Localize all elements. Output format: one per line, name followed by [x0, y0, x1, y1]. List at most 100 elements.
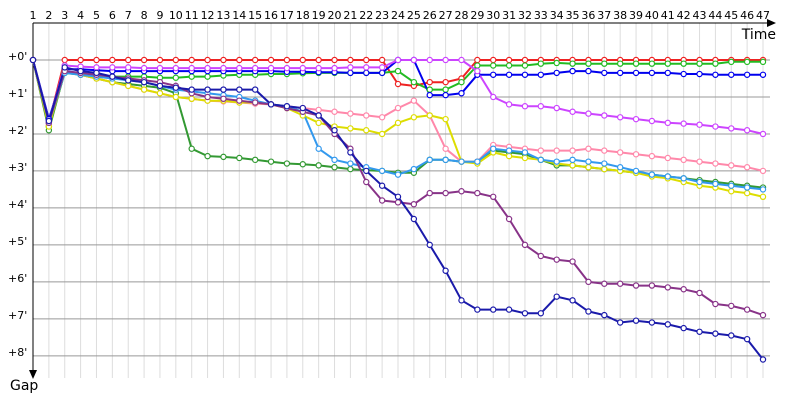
- data-point: [299, 56, 306, 64]
- x-tick-label: 15: [248, 9, 262, 22]
- data-point: [77, 67, 84, 75]
- data-point: [664, 154, 671, 162]
- y-tick-label: +5': [8, 235, 27, 248]
- x-tick-label: 35: [566, 9, 580, 22]
- data-point: [125, 56, 132, 64]
- data-point: [616, 69, 624, 77]
- data-point: [347, 160, 354, 167]
- data-point: [61, 64, 68, 71]
- data-point: [490, 71, 497, 78]
- data-point: [156, 64, 164, 72]
- data-point: [616, 114, 624, 121]
- data-point: [347, 110, 354, 117]
- data-point: [728, 302, 735, 310]
- data-point: [363, 112, 370, 119]
- data-point: [601, 160, 608, 167]
- data-point: [251, 64, 259, 72]
- data-point: [728, 182, 735, 189]
- data-point: [172, 56, 180, 64]
- x-tick-label: 28: [454, 9, 468, 22]
- data-point: [172, 64, 180, 72]
- data-point: [728, 71, 735, 78]
- y-tick-label: +8': [8, 346, 27, 359]
- data-point: [220, 56, 227, 64]
- data-point: [125, 82, 132, 90]
- data-point: [299, 64, 306, 72]
- data-point: [458, 188, 465, 195]
- y-tick-label: +4': [8, 198, 27, 211]
- data-point: [505, 215, 513, 223]
- data-point: [743, 164, 751, 171]
- data-point: [601, 280, 608, 287]
- data-point: [378, 56, 386, 64]
- data-point: [410, 215, 418, 223]
- data-point: [521, 241, 529, 249]
- x-tick-label: 42: [677, 9, 691, 22]
- x-tick-label: 36: [581, 9, 595, 22]
- data-point: [601, 311, 608, 319]
- data-point: [394, 171, 402, 178]
- data-point: [743, 306, 751, 313]
- y-tick-label: +1': [8, 87, 27, 100]
- data-point: [251, 56, 259, 64]
- data-point: [553, 158, 560, 165]
- data-point: [410, 165, 418, 173]
- data-point: [315, 162, 322, 169]
- data-point: [521, 71, 529, 78]
- data-point: [712, 71, 719, 78]
- x-tick-label: 43: [693, 9, 707, 22]
- data-point: [680, 175, 687, 182]
- data-point: [537, 156, 545, 164]
- data-point: [490, 62, 497, 69]
- x-tick-label: 32: [518, 9, 532, 22]
- data-point: [363, 69, 370, 77]
- data-point: [426, 86, 433, 93]
- data-point: [490, 306, 497, 313]
- data-point: [505, 62, 513, 69]
- data-point: [696, 289, 703, 297]
- data-point: [728, 332, 735, 339]
- data-point: [712, 60, 719, 67]
- x-tick-label: 44: [708, 9, 722, 22]
- data-point: [410, 97, 418, 104]
- data-point: [109, 73, 116, 80]
- data-point: [458, 297, 465, 304]
- x-tick-label: 11: [185, 9, 199, 22]
- data-point: [537, 103, 545, 110]
- data-point: [363, 178, 370, 186]
- data-point: [585, 158, 592, 165]
- data-point: [410, 78, 418, 86]
- data-point: [696, 70, 703, 78]
- x-tick-label: 9: [156, 9, 163, 22]
- data-point: [759, 71, 767, 78]
- data-point: [696, 328, 703, 335]
- data-point: [569, 297, 576, 304]
- data-point: [204, 86, 211, 93]
- data-point: [537, 60, 545, 67]
- data-point: [394, 199, 402, 206]
- data-point: [426, 156, 433, 164]
- data-point: [378, 182, 386, 189]
- data-point: [585, 67, 592, 75]
- x-tick-label: 21: [343, 9, 357, 22]
- data-point: [204, 93, 211, 101]
- data-point: [680, 156, 687, 164]
- data-point: [648, 117, 656, 125]
- data-point: [378, 69, 386, 77]
- data-point: [712, 160, 719, 167]
- data-point: [569, 162, 576, 169]
- plot: [29, 56, 767, 363]
- data-point: [347, 125, 354, 132]
- y-tick-label: +7': [8, 309, 27, 322]
- data-point: [490, 93, 497, 101]
- data-point: [283, 56, 291, 64]
- data-point: [267, 64, 275, 72]
- data-point: [474, 67, 481, 75]
- data-point: [759, 130, 767, 138]
- data-point: [347, 165, 354, 173]
- data-point: [458, 158, 465, 165]
- data-point: [299, 104, 306, 112]
- data-point: [474, 189, 481, 197]
- x-tick-label: 45: [724, 9, 738, 22]
- x-tick-label: 39: [629, 9, 643, 22]
